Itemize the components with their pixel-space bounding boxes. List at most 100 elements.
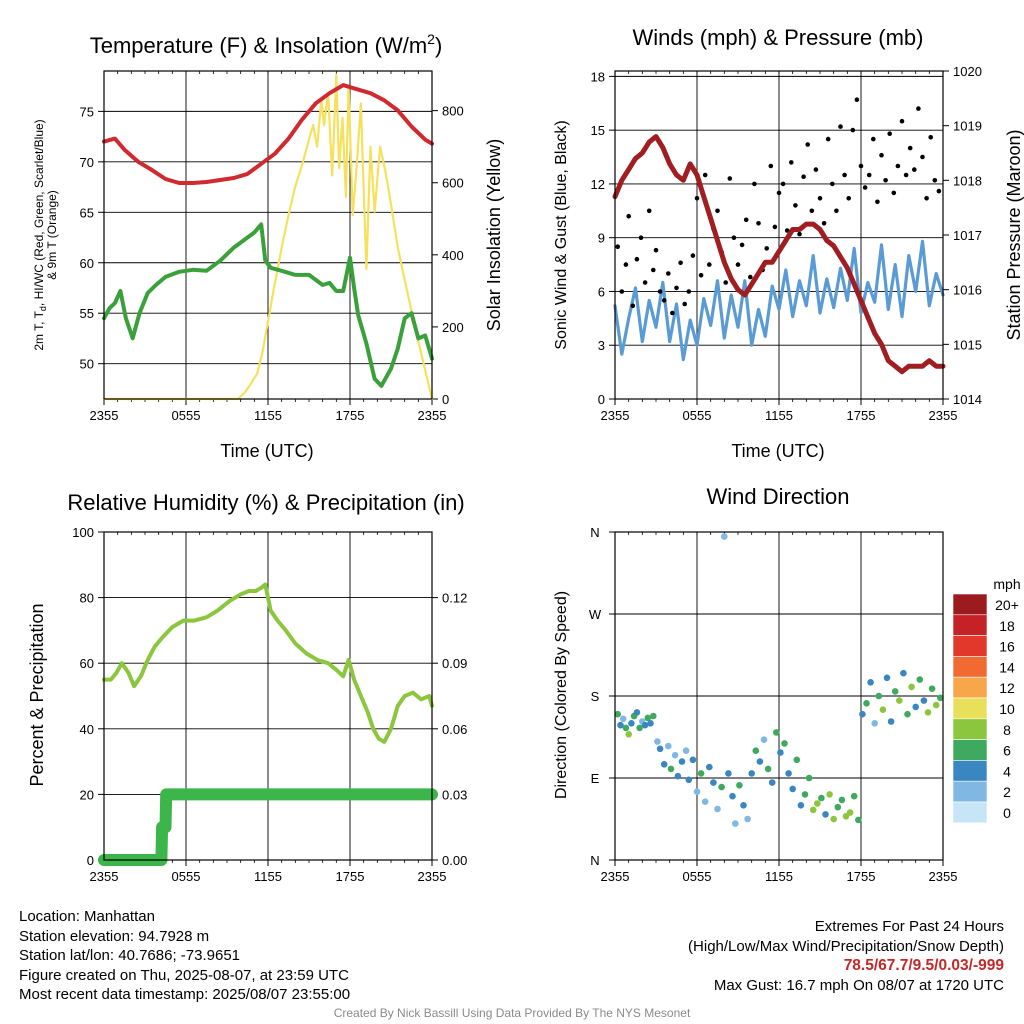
direction-title: Wind Direction: [706, 484, 849, 509]
legend-swatch: [952, 780, 988, 803]
legend-swatch: [952, 697, 988, 720]
gust-point: [813, 167, 819, 172]
y-tick-label-right: 1019: [953, 119, 982, 134]
direction-point: [714, 805, 721, 813]
location-text: Location: Manhattan: [19, 908, 155, 925]
direction-point: [781, 740, 788, 747]
gust-point: [842, 172, 847, 178]
direction-point: [920, 697, 928, 704]
y-tick-label-left: 6: [598, 284, 605, 299]
gust-point: [899, 118, 905, 124]
gust-point: [825, 136, 831, 142]
y-tick-label-left: 15: [591, 123, 605, 138]
gust-point: [743, 217, 749, 223]
direction-point: [760, 736, 768, 743]
gust-point: [916, 106, 921, 111]
x-tick-label: 2355: [418, 408, 447, 423]
x-tick-label: 2355: [418, 869, 447, 884]
created-text: Figure created on Thu, 2025-08-07, at 23…: [19, 966, 349, 984]
legend-swatch: [952, 739, 988, 761]
gust-point: [615, 244, 620, 249]
gust-point: [630, 303, 636, 309]
gust-point: [928, 135, 933, 140]
insolation-line: [102, 73, 434, 401]
y-tick-label-left: 60: [80, 656, 94, 671]
direction-point: [850, 792, 858, 800]
direction-point: [748, 770, 755, 777]
gust-point: [727, 176, 733, 181]
x-tick-label: 1155: [254, 408, 282, 423]
y-tick-label-right: 0.03: [442, 787, 467, 802]
gust-point: [838, 124, 843, 129]
direction-point: [867, 679, 874, 686]
gust-point: [858, 163, 864, 169]
gust-point: [793, 203, 798, 208]
y-tick-label-left: S: [591, 689, 600, 704]
direction-point: [656, 745, 664, 753]
gust-point: [638, 235, 644, 240]
x-tick-label: 0555: [683, 408, 712, 423]
y-tick-label-left: 20: [80, 787, 94, 802]
direction-point: [875, 692, 883, 700]
direction-point: [701, 798, 709, 805]
legend-swatch: [952, 656, 988, 678]
gust-point: [651, 267, 656, 273]
y-tick-label-left: 60: [80, 256, 94, 271]
y-tick-label-right: 1015: [953, 337, 982, 352]
gust-point: [661, 298, 667, 303]
gust-point: [834, 208, 839, 214]
direction-point: [633, 709, 641, 716]
direction-point: [625, 731, 632, 738]
direction-point: [809, 806, 817, 814]
gust-point: [642, 280, 648, 285]
direction-point: [756, 758, 764, 765]
y-tick-label-right: 1017: [953, 228, 982, 243]
direction-ylabel-left: Direction (Colored By Speed): [553, 591, 570, 799]
direction-point: [822, 811, 829, 818]
legend-label: 20+: [995, 597, 1019, 613]
direction-point: [740, 802, 747, 809]
winds-panel: Winds (mph) & Pressure (mb) 2355 0555 1155…: [553, 25, 1024, 461]
direction-point: [729, 792, 736, 800]
x-tick-label: 0555: [683, 869, 712, 884]
plot-frame: [614, 70, 944, 400]
gust-point: [666, 271, 671, 276]
x-tick-label: 1155: [254, 869, 282, 884]
recent-text: Most recent data timestamp: 2025/08/07 2…: [19, 986, 351, 1004]
gust-point: [801, 174, 806, 179]
gust-point: [674, 285, 679, 291]
y-tick-label-left: 3: [598, 338, 605, 353]
direction-point: [777, 749, 784, 756]
humidity-title: Relative Humidity (%) & Precipitation (i…: [67, 490, 464, 515]
legend-label: 10: [999, 701, 1015, 717]
gust-point: [686, 289, 692, 294]
direction-point: [678, 758, 686, 765]
direction-point: [674, 772, 682, 780]
direction-point: [912, 703, 919, 711]
extremes-values: 78.5/67.7/9.5/0.03/-999: [843, 957, 1004, 975]
gust-point: [715, 208, 720, 214]
gust-point: [619, 289, 625, 294]
direction-point: [650, 712, 657, 720]
x-tick-label: 1755: [336, 408, 365, 423]
direction-point: [641, 721, 649, 729]
direction-point: [916, 676, 924, 683]
gust-point: [875, 199, 880, 205]
gust-point: [883, 178, 888, 183]
legend-label: 0: [1003, 805, 1011, 821]
gust-point: [817, 196, 823, 201]
winds-xlabel: Time (UTC): [731, 441, 824, 461]
y-tick-label-left: 70: [80, 155, 94, 170]
plot-frame: [103, 531, 433, 861]
y-tick-label-right: 0.06: [442, 722, 467, 737]
gust-point: [797, 231, 802, 237]
x-tick-label: 2355: [929, 869, 958, 884]
temperature-ylabel-right: Solar Insolation (Yellow): [484, 139, 504, 331]
direction-point: [805, 774, 813, 782]
direction-point: [883, 674, 891, 682]
gust-point: [768, 163, 774, 169]
y-tick-label-left: 9: [598, 231, 605, 246]
gust-point: [936, 188, 942, 194]
gust-point: [623, 262, 629, 267]
direction-point: [838, 796, 846, 804]
